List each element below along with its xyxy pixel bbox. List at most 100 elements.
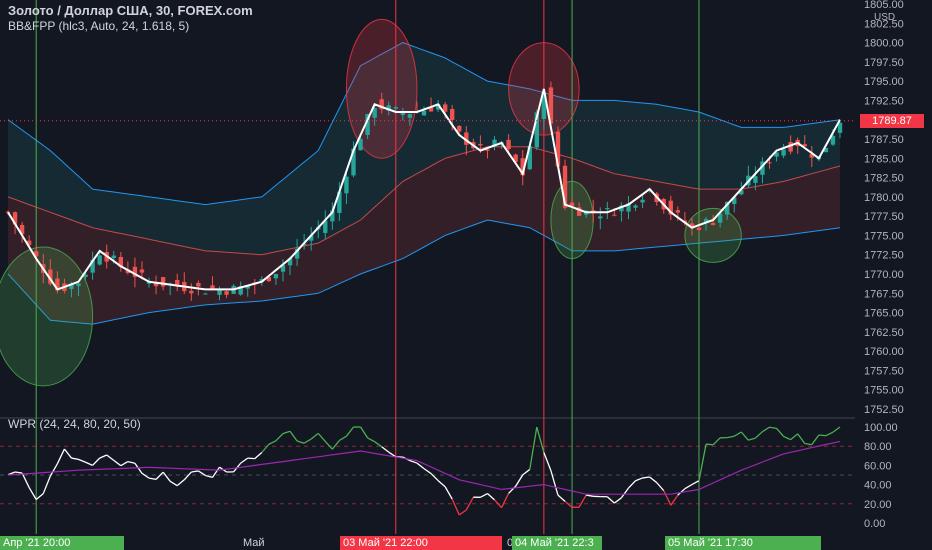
wpr-segment <box>367 437 375 443</box>
upper-band-fill <box>8 42 840 255</box>
wpr-segment <box>740 431 749 441</box>
wpr-segment <box>670 494 679 506</box>
wpr-segment <box>176 479 185 487</box>
wpr-segment <box>437 480 446 488</box>
candle-body <box>421 110 427 116</box>
wpr-segment <box>127 460 136 464</box>
candle-body <box>337 191 342 213</box>
wpr-segment <box>832 426 841 433</box>
price-tick-label: 1795.00 <box>864 76 904 88</box>
candle-body <box>379 99 384 110</box>
candle-body <box>788 142 793 152</box>
highlight-ellipse-1 <box>345 18 418 159</box>
candle-body <box>12 212 18 225</box>
wpr-segment <box>78 458 86 463</box>
wpr-segment <box>310 432 319 440</box>
indicator-wpr-legend[interactable]: WPR (24, 24, 80, 20, 50) <box>8 417 141 431</box>
wpr-segment <box>381 446 390 453</box>
wpr-segment <box>345 426 355 437</box>
wpr-segment <box>183 471 192 481</box>
candle-body <box>767 162 772 164</box>
candle-body <box>90 259 95 273</box>
wpr-segment <box>564 500 573 508</box>
price-tick-label: 1767.50 <box>864 288 904 300</box>
wpr-segment <box>451 498 460 516</box>
candle-body <box>245 285 250 289</box>
wpr-signal-line <box>7 440 841 495</box>
wpr-segment <box>465 496 474 511</box>
wpr-segment <box>698 443 707 481</box>
wpr-segment <box>63 448 72 459</box>
candle-body <box>365 114 370 135</box>
candle-body <box>555 131 561 167</box>
price-tick-label: 1782.50 <box>864 173 904 185</box>
wpr-segment <box>649 476 658 484</box>
wpr-segment <box>106 454 115 461</box>
wpr-segment <box>268 440 277 445</box>
candle-body <box>689 223 695 227</box>
price-tick-label: 1770.00 <box>864 269 904 281</box>
candle-body <box>428 106 434 112</box>
wpr-segment <box>500 493 510 508</box>
wpr-segment <box>430 473 439 482</box>
candle-body <box>569 202 575 207</box>
wpr-segment <box>754 431 763 439</box>
wpr-segment <box>663 490 672 506</box>
candle-body <box>69 283 74 289</box>
wpr-tick-label: 40.00 <box>864 480 892 492</box>
wpr-segment <box>205 474 213 479</box>
wpr-segment <box>557 494 566 502</box>
candle-body <box>48 269 53 284</box>
wpr-segment <box>733 431 742 437</box>
wpr-segment <box>712 437 721 446</box>
candle-body <box>781 149 786 156</box>
candle-body <box>598 216 603 219</box>
wpr-segment <box>155 471 164 480</box>
candle-body <box>344 176 349 194</box>
candle-body <box>626 203 631 212</box>
price-tick-label: 1800.00 <box>864 38 904 50</box>
wpr-segment <box>275 433 284 442</box>
candle-body <box>139 269 145 273</box>
candle-body <box>273 274 279 279</box>
time-axis-label: 03 Май '21 22:00 <box>340 536 502 550</box>
candle-body <box>562 165 568 208</box>
hlc-line <box>7 88 841 291</box>
wpr-segment <box>28 487 37 500</box>
time-axis-label: Апр '21 20:00 <box>0 536 124 550</box>
candle-body <box>534 112 539 148</box>
wpr-segment <box>99 454 107 459</box>
candle-body <box>435 103 441 110</box>
candle-body <box>196 282 201 287</box>
wpr-segment <box>409 459 418 464</box>
wpr-segment <box>359 426 369 439</box>
highlight-ellipse-0 <box>0 246 94 387</box>
wpr-segment <box>458 509 467 516</box>
price-tick-label: 1780.00 <box>864 192 904 204</box>
candle-body <box>287 258 293 266</box>
symbol-title[interactable]: Золото / Доллар США, 30, FOREX.com <box>8 3 253 18</box>
candle-body <box>753 176 758 183</box>
candle-body <box>118 256 123 268</box>
wpr-segment <box>7 471 16 476</box>
lower-band-line <box>7 219 841 325</box>
wpr-segment <box>254 451 263 460</box>
wpr-segment <box>480 492 488 498</box>
wpr-segment <box>529 426 538 470</box>
wpr-segment <box>49 463 58 477</box>
candle-body <box>732 197 737 204</box>
candle-body <box>330 210 335 222</box>
wpr-segment <box>296 440 305 444</box>
candle-body <box>612 214 617 216</box>
price-axis-bg <box>855 0 932 550</box>
indicator-bb-legend[interactable]: BB&FPP (hlc3, Auto, 24, 1.618, 5) <box>8 19 190 33</box>
candle-body <box>153 283 159 287</box>
wpr-segment <box>198 470 206 477</box>
wpr-segment <box>14 471 23 474</box>
wpr-segment <box>303 438 312 444</box>
candle-body <box>492 139 497 147</box>
candle-body <box>457 125 462 132</box>
wpr-segment <box>374 441 383 448</box>
wpr-segment <box>21 472 30 488</box>
